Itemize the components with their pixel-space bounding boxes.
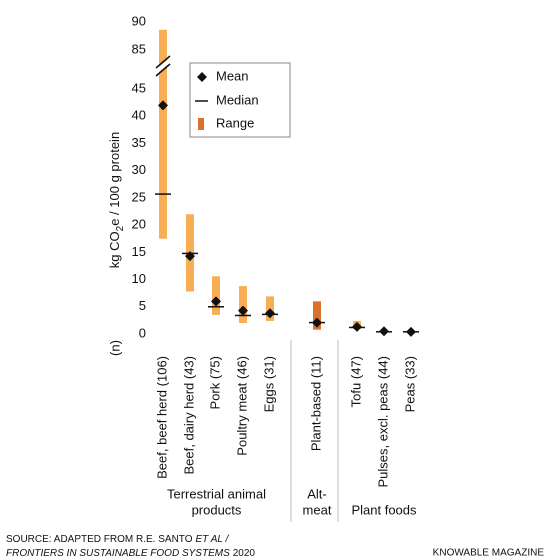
legend-label: Range xyxy=(216,115,254,130)
mean xyxy=(211,296,221,307)
x-tick-label: Tofu (47) xyxy=(348,356,363,407)
break-gap xyxy=(156,59,170,73)
x-tick-label: Pulses, excl. peas (44) xyxy=(375,356,390,488)
x-tick-label: Eggs (31) xyxy=(261,356,276,412)
group-label: Alt- xyxy=(307,486,327,501)
legend-range xyxy=(198,118,204,130)
x-tick-label: Beef, beef herd (106) xyxy=(154,356,169,479)
axis-break xyxy=(155,63,171,77)
source: FRONTIERS IN SUSTAINABLE FOOD SYSTEMS 202… xyxy=(6,548,255,559)
n-label: (n) xyxy=(107,340,122,356)
y-tick-label: 20 xyxy=(132,217,146,232)
mean xyxy=(312,317,322,328)
y-tick-label: 85 xyxy=(132,41,146,56)
mean xyxy=(265,308,275,319)
range-bar xyxy=(159,29,167,239)
y-tick-label: 40 xyxy=(132,108,146,123)
x-tick-label: Poultry meat (46) xyxy=(234,356,249,456)
legend-mean xyxy=(197,72,207,82)
y-tick-label: 30 xyxy=(132,162,146,177)
y-tick-label: 45 xyxy=(132,80,146,95)
range-bar xyxy=(212,276,220,315)
axis-break xyxy=(155,55,171,69)
legend-label: Mean xyxy=(216,68,249,83)
y-tick-label: 0 xyxy=(139,325,146,340)
mean xyxy=(352,321,362,332)
group-label: products xyxy=(192,502,242,517)
y-tick-label: 35 xyxy=(132,135,146,150)
y-axis-label: kg CO2e / 100 g protein xyxy=(107,132,125,268)
x-tick-label: Peas (33) xyxy=(402,356,417,412)
mean xyxy=(185,251,195,262)
range-bar xyxy=(313,301,321,330)
y-tick-label: 90 xyxy=(132,13,146,28)
source: SOURCE: ADAPTED FROM R.E. SANTO ET AL / xyxy=(6,534,230,545)
legend-label: Median xyxy=(216,92,259,107)
y-tick-label: 10 xyxy=(132,271,146,286)
group-label: meat xyxy=(303,502,332,517)
group-label: Terrestrial animal xyxy=(167,486,266,501)
mean xyxy=(379,326,389,337)
group-label: Plant foods xyxy=(351,502,417,517)
mean xyxy=(406,326,416,337)
credit: KNOWABLE MAGAZINE xyxy=(433,548,545,559)
legend-box xyxy=(189,62,291,138)
x-tick-label: Pork (75) xyxy=(207,356,222,409)
y-tick-label: 25 xyxy=(132,189,146,204)
y-tick-label: 5 xyxy=(139,298,146,313)
mean xyxy=(238,305,248,316)
x-tick-label: Plant-based (11) xyxy=(308,356,323,451)
x-tick-label: Beef, dairy herd (43) xyxy=(181,356,196,475)
y-tick-label: 15 xyxy=(132,244,146,259)
mean xyxy=(158,100,168,111)
range-bar xyxy=(239,286,247,324)
